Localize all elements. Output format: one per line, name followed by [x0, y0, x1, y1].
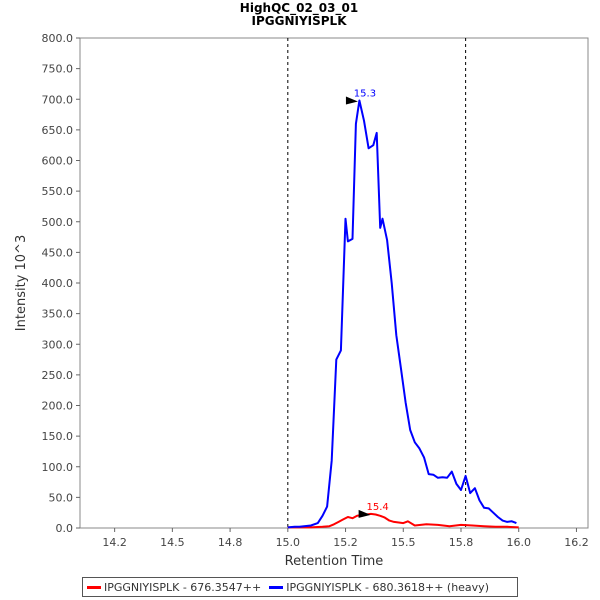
y-tick-label: 250.0 — [42, 369, 74, 382]
x-tick-label: 15.5 — [391, 536, 416, 549]
peak-label-0: 15.4 — [367, 502, 389, 513]
peak-annotations: 15.4 15.3 — [345, 88, 389, 518]
y-tick-label: 200.0 — [42, 400, 74, 413]
y-tick-label: 50.0 — [49, 491, 74, 504]
y-axis-label: Intensity 10^3 — [14, 235, 29, 331]
y-tick-label: 500.0 — [42, 216, 74, 229]
x-tick-label: 14.2 — [102, 536, 127, 549]
y-tick-label: 550.0 — [42, 185, 74, 198]
y-tick-label: 450.0 — [42, 246, 74, 259]
y-tick-label: 150.0 — [42, 430, 74, 443]
legend-swatch-1 — [269, 585, 284, 589]
x-tick-label: 15.0 — [276, 536, 301, 549]
x-axis: 14.2 14.5 14.8 15.0 15.2 15.5 15.8 16.0 16.2 — [102, 528, 589, 549]
x-tick-label: 14.8 — [218, 536, 243, 549]
series-line-1 — [287, 99, 517, 529]
y-axis: 0.0 50.0 100.0 150.0 200.0 250.0 300.0 350.0 400… — [42, 32, 80, 535]
x-tick-label: 15.2 — [333, 536, 358, 549]
x-tick-label: 16.2 — [564, 536, 589, 549]
y-tick-label: 600.0 — [42, 155, 74, 168]
chart-title: HighQC_02_03_01 — [240, 1, 358, 16]
y-tick-label: 700.0 — [42, 93, 74, 106]
legend-label-0: IPGGNIYISPLK - 676.3547++ — [104, 580, 262, 594]
legend-swatch-0 — [87, 585, 101, 589]
y-tick-label: 400.0 — [42, 277, 74, 290]
y-tick-label: 650.0 — [42, 124, 74, 137]
peak-label-1: 15.3 — [354, 88, 376, 99]
y-tick-label: 800.0 — [42, 32, 74, 45]
legend-item-0: IPGGNIYISPLK - 676.3547++ — [87, 581, 261, 594]
integration-bounds — [287, 38, 467, 528]
series-line-0 — [287, 512, 519, 529]
x-axis-label: Retention Time — [285, 554, 384, 569]
x-tick-label: 16.0 — [506, 536, 531, 549]
legend-item-1: IPGGNIYISPLK - 680.3618++ (heavy) — [269, 581, 489, 594]
y-tick-label: 350.0 — [42, 308, 74, 321]
plot-area — [79, 37, 589, 529]
legend: IPGGNIYISPLK - 676.3547++ IPGGNIYISPLK - … — [82, 577, 518, 597]
peak-marker-0 — [358, 509, 371, 518]
y-tick-label: 100.0 — [42, 461, 74, 474]
y-tick-label: 750.0 — [42, 63, 74, 76]
chart-subtitle: IPGGNIYISPLK — [251, 14, 347, 28]
peak-marker-1 — [345, 96, 358, 105]
legend-label-1: IPGGNIYISPLK - 680.3618++ (heavy) — [286, 580, 489, 594]
series-layer — [287, 99, 519, 529]
x-tick-label: 14.5 — [160, 536, 185, 549]
y-tick-label: 0.0 — [56, 522, 74, 535]
x-tick-label: 15.8 — [449, 536, 474, 549]
y-tick-label: 300.0 — [42, 338, 74, 351]
